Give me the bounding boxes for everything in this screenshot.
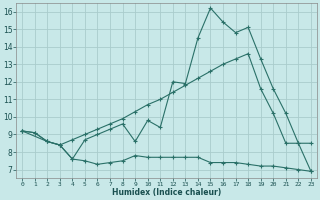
X-axis label: Humidex (Indice chaleur): Humidex (Indice chaleur): [112, 188, 221, 197]
